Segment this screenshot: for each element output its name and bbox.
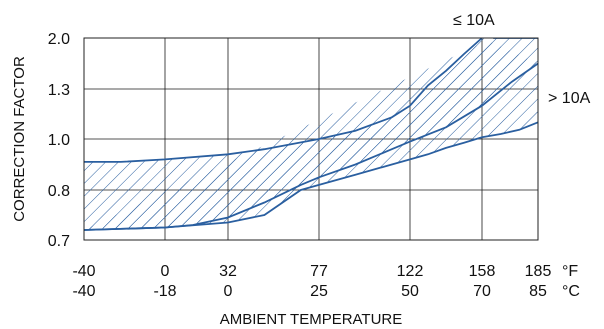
curve-lower-gt-10a <box>84 121 538 231</box>
x-tick-labels-fahrenheit: -40 0 32 77 122 158 185 <box>72 263 551 280</box>
x-tick-label-f: 0 <box>161 263 170 280</box>
x-tick-label-c: 70 <box>473 283 491 300</box>
x-tick-label-f: 158 <box>469 263 496 280</box>
series-curves <box>84 38 538 231</box>
y-tick-label: 0.7 <box>48 233 70 250</box>
x-tick-label-f: -40 <box>72 263 95 280</box>
y-tick-label: 1.0 <box>48 132 70 149</box>
y-axis-title: CORRECTION FACTOR <box>11 56 28 222</box>
plot-frame <box>83 37 539 241</box>
x-tick-label-c: 25 <box>310 283 328 300</box>
series-label-gt-10a: > 10A <box>548 90 591 107</box>
x-tick-labels-celsius: -40 -18 0 25 50 70 85 <box>72 283 547 300</box>
series-label-le-10a: ≤ 10A <box>453 12 495 29</box>
x-tick-label-c: 0 <box>224 283 233 300</box>
y-tick-labels: 2.0 1.3 1.0 0.8 0.7 <box>48 31 70 250</box>
x-unit-fahrenheit: °F <box>562 263 578 280</box>
y-tick-label: 0.8 <box>48 183 70 200</box>
x-tick-label-c: -40 <box>72 283 95 300</box>
x-tick-label-f: 32 <box>219 263 237 280</box>
band-gt-10a <box>84 38 538 230</box>
x-tick-label-c: 50 <box>401 283 419 300</box>
y-tick-label: 1.3 <box>48 82 70 99</box>
x-tick-label-f: 185 <box>525 263 552 280</box>
curve-upper-le-10a <box>84 38 483 163</box>
curve-lower-le-10a <box>84 62 538 231</box>
x-tick-label-c: -18 <box>153 283 176 300</box>
x-tick-label-f: 122 <box>397 263 424 280</box>
y-tick-label: 2.0 <box>48 31 70 48</box>
hatched-bands <box>84 38 538 230</box>
x-tick-label-f: 77 <box>310 263 328 280</box>
x-unit-celsius: °C <box>562 283 580 300</box>
x-tick-label-c: 85 <box>529 283 547 300</box>
x-axis-title: AMBIENT TEMPERATURE <box>220 311 403 328</box>
